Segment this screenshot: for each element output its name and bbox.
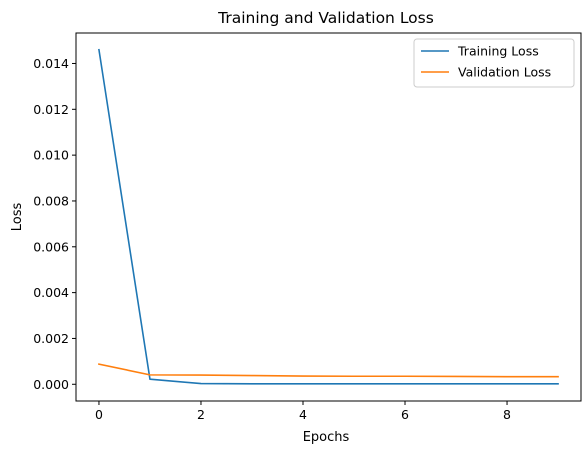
legend-label-1: Validation Loss	[458, 65, 551, 80]
legend: Training Loss Validation Loss	[413, 38, 575, 88]
x-tick-label: 4	[299, 407, 307, 422]
y-tick-label: 0.002	[33, 331, 69, 346]
y-axis-label: Loss	[10, 203, 25, 232]
legend-box	[413, 38, 575, 88]
axes-frame	[75, 32, 582, 402]
x-tick-label: 8	[503, 407, 511, 422]
y-tick-label: 0.008	[33, 193, 69, 208]
x-tick-label: 0	[95, 407, 103, 422]
chart-title: Training and Validation Loss	[217, 9, 434, 27]
series-line-0	[98, 48, 559, 385]
x-axis-ticks: 0 2 4 6 8	[95, 401, 511, 422]
y-tick-label: 0.014	[33, 56, 69, 71]
y-tick-label: 0.010	[33, 148, 69, 163]
x-tick-label: 6	[401, 407, 409, 422]
y-axis-ticks: 0.000 0.002 0.004 0.006 0.008 0.010 0.012 0.014	[33, 56, 76, 392]
y-tick-label: 0.012	[33, 102, 69, 117]
plot-area	[98, 48, 559, 385]
y-tick-label: 0.000	[33, 377, 69, 392]
y-tick-label: 0.004	[33, 285, 69, 300]
legend-label-0: Training Loss	[457, 44, 539, 59]
x-tick-label: 2	[197, 407, 205, 422]
y-tick-label: 0.006	[33, 239, 69, 254]
series-line-1	[98, 363, 559, 378]
x-axis-label: Epochs	[303, 430, 350, 445]
